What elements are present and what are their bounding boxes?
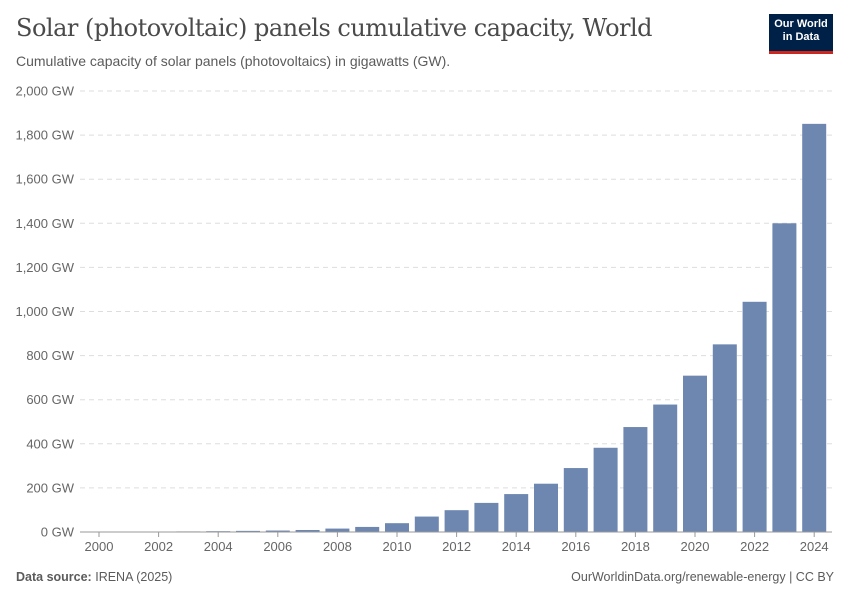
y-tick-label: 2,000 GW — [15, 84, 74, 99]
bar-2005 — [236, 530, 260, 532]
x-tick-label: 2022 — [740, 539, 769, 554]
bar-2016 — [563, 468, 588, 532]
bar-2011 — [414, 516, 439, 532]
y-tick-label: 1,200 GW — [15, 260, 74, 275]
bar-2022 — [742, 301, 767, 532]
chart-title: Solar (photovoltaic) panels cumulative c… — [16, 14, 653, 42]
data-source: Data source: IRENA (2025) — [16, 570, 173, 584]
x-tick-label: 2012 — [442, 539, 471, 554]
bar-2007 — [295, 529, 320, 532]
y-tick-label: 0 GW — [41, 525, 75, 540]
owid-logo[interactable]: Our World in Data — [769, 14, 833, 54]
bar-2015 — [534, 483, 558, 532]
bar-2010 — [385, 523, 409, 532]
bar-2024 — [802, 123, 827, 533]
y-tick-label: 1,600 GW — [15, 172, 74, 187]
bar-2019 — [653, 404, 678, 532]
source-name: IRENA (2025) — [95, 570, 173, 584]
x-tick-label: 2004 — [204, 539, 233, 554]
x-tick-label: 2016 — [561, 539, 590, 554]
bar-2017 — [593, 447, 618, 532]
x-tick-label: 2010 — [383, 539, 412, 554]
x-tick-label: 2008 — [323, 539, 352, 554]
bar-2023 — [772, 223, 797, 533]
bar-2020 — [683, 375, 707, 532]
x-tick-label: 2002 — [144, 539, 173, 554]
x-tick-label: 2018 — [621, 539, 650, 554]
bar-2021 — [712, 344, 737, 532]
y-tick-label: 200 GW — [26, 480, 74, 495]
bar-2012 — [444, 510, 469, 532]
bar-2013 — [474, 502, 499, 532]
x-tick-label: 2020 — [681, 539, 710, 554]
bar-2018 — [623, 427, 648, 532]
x-tick-label: 2006 — [263, 539, 292, 554]
x-tick-label: 2014 — [502, 539, 531, 554]
y-tick-label: 1,800 GW — [15, 128, 74, 143]
y-tick-label: 800 GW — [26, 348, 74, 363]
y-tick-label: 600 GW — [26, 392, 74, 407]
x-tick-label: 2000 — [85, 539, 114, 554]
chart-subtitle: Cumulative capacity of solar panels (pho… — [16, 53, 451, 69]
bar-2014 — [504, 494, 529, 532]
bar-2009 — [355, 526, 380, 532]
x-tick-label: 2024 — [800, 539, 829, 554]
y-tick-label: 400 GW — [26, 436, 74, 451]
y-tick-label: 1,400 GW — [15, 216, 74, 231]
y-tick-label: 1,000 GW — [15, 304, 74, 319]
footer-link[interactable]: OurWorldinData.org/renewable-energy | CC… — [571, 570, 834, 584]
bar-2008 — [325, 528, 350, 532]
bar-2006 — [265, 530, 290, 532]
